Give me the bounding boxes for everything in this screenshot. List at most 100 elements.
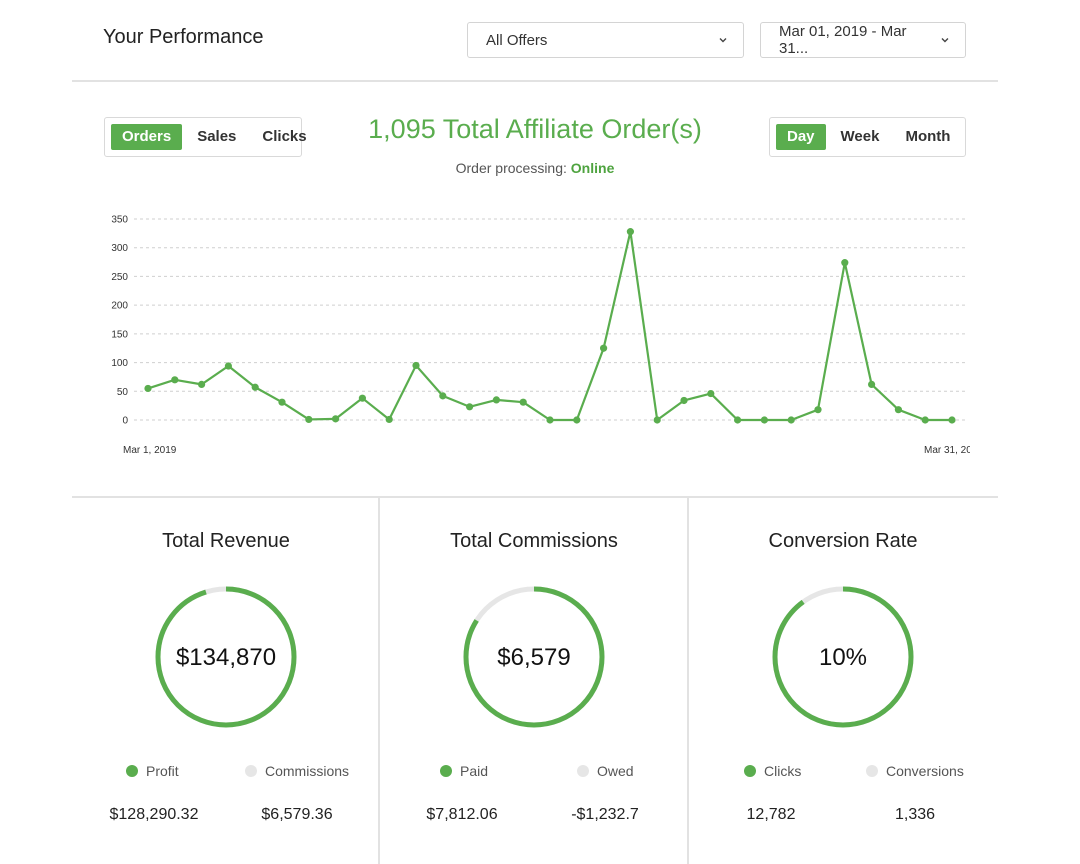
total-commissions-donut: $6,579 [463, 586, 605, 728]
conversions-value: 1,336 [894, 806, 936, 823]
data-point [600, 344, 608, 352]
x-end-label: Mar 31, 2019 [924, 445, 970, 456]
clicks-value: 12,782 [746, 806, 796, 823]
donut-arc [463, 586, 605, 728]
chart-divider [72, 496, 998, 498]
legend-label: Commissions [265, 763, 350, 779]
y-tick-label: 150 [111, 329, 128, 340]
data-point [144, 384, 152, 393]
legend-clicks: Clicks [744, 763, 801, 779]
data-point [492, 396, 500, 404]
legend-label: Clicks [764, 763, 802, 779]
chevron-down-icon [719, 38, 727, 43]
legend-dot-grey [245, 765, 257, 777]
data-point [198, 380, 206, 388]
donut-center-value: $6,579 [497, 644, 570, 671]
y-tick-label: 100 [111, 358, 128, 369]
data-point [814, 406, 822, 414]
data-point [653, 416, 661, 424]
legend-commissions: Commissions [245, 763, 349, 779]
donut-center-value: 10% [819, 644, 867, 671]
x-start-label: Mar 1, 2019 [123, 445, 177, 456]
tab-month[interactable]: Month [905, 128, 951, 145]
tab-sales[interactable]: Sales [197, 128, 237, 145]
offers-select[interactable]: All Offers [467, 22, 744, 58]
data-point [171, 376, 179, 384]
legend-profit: Profit [126, 763, 179, 779]
data-point [626, 228, 635, 236]
donut-center-value: $134,870 [176, 644, 276, 671]
data-point [439, 392, 447, 400]
total-orders-heading: 1,095 Total Affiliate Order(s) [368, 114, 702, 144]
y-tick-label: 350 [111, 215, 128, 226]
legend-dot-grey [577, 765, 589, 777]
tab-orders[interactable]: Orders [111, 124, 183, 150]
data-point [680, 396, 688, 405]
panel-divider [687, 498, 689, 864]
total-commissions-title: Total Commissions [450, 530, 618, 552]
data-point [466, 403, 474, 411]
donut-arc [155, 586, 297, 728]
legend-label: Paid [460, 763, 489, 779]
y-tick-label: 200 [111, 301, 128, 312]
owed-value: -$1,232.7 [571, 806, 639, 823]
data-point [412, 361, 420, 370]
y-tick-label: 50 [117, 387, 129, 398]
data-point [358, 394, 366, 402]
data-point [546, 416, 554, 424]
data-point [278, 398, 286, 406]
order-processing-label: Order processing: [455, 160, 567, 176]
data-point [787, 416, 795, 424]
y-tick-label: 250 [111, 272, 128, 283]
data-point [734, 416, 742, 424]
data-point [385, 415, 393, 424]
data-point [760, 416, 769, 424]
panel-divider [378, 498, 380, 864]
date-range-select[interactable]: Mar 01, 2019 - Mar 31... [760, 22, 966, 58]
profit-value: $128,290.32 [109, 806, 199, 823]
conversion-rate-donut: 10% [772, 586, 914, 728]
conversion-rate-title: Conversion Rate [768, 530, 918, 552]
data-point [573, 416, 581, 424]
legend-dot-grey [866, 765, 878, 777]
legend-owed: Owed [577, 763, 634, 779]
paid-value: $7,812.06 [426, 806, 498, 823]
legend-dot-green [440, 765, 452, 777]
legend-label: Profit [146, 763, 179, 779]
tab-week[interactable]: Week [840, 128, 880, 145]
offers-select-value: All Offers [486, 31, 548, 49]
legend-label: Owed [597, 763, 634, 779]
tab-day[interactable]: Day [776, 124, 826, 150]
data-point [251, 383, 259, 391]
data-point [841, 259, 849, 267]
data-point [948, 416, 956, 424]
data-point [305, 415, 313, 424]
legend-paid: Paid [440, 763, 488, 779]
chevron-down-icon [941, 38, 949, 43]
total-revenue-donut: $134,870 [155, 586, 297, 728]
order-processing-value: Online [570, 160, 615, 176]
date-range-value: Mar 01, 2019 - Mar 31... [779, 23, 907, 57]
data-point [868, 380, 876, 388]
data-point [519, 398, 527, 406]
data-point [224, 362, 232, 370]
data-point [894, 406, 903, 414]
commissions-value: $6,579.36 [261, 806, 333, 823]
data-point [707, 389, 715, 398]
legend-conversions: Conversions [866, 763, 964, 779]
legend-dot-green [744, 765, 756, 777]
order-processing-status: Order processing: Online [0, 160, 1070, 176]
total-revenue-title: Total Revenue [162, 530, 290, 552]
data-point [921, 416, 929, 424]
tab-clicks[interactable]: Clicks [262, 128, 307, 145]
page-title: Your Performance [103, 26, 264, 48]
donut-arc [772, 586, 914, 728]
period-tabs: Day Week Month [769, 117, 966, 157]
y-tick-label: 0 [122, 416, 128, 427]
data-point [332, 415, 340, 423]
header-divider [72, 80, 998, 82]
orders-line-chart: 0 50 100 150 200 250 300 350 Mar 1, 2019 Mar 31, … [111, 215, 970, 457]
legend-dot-green [126, 765, 138, 777]
y-tick-label: 300 [111, 243, 128, 254]
metric-tabs: Orders Sales Clicks [104, 117, 307, 157]
